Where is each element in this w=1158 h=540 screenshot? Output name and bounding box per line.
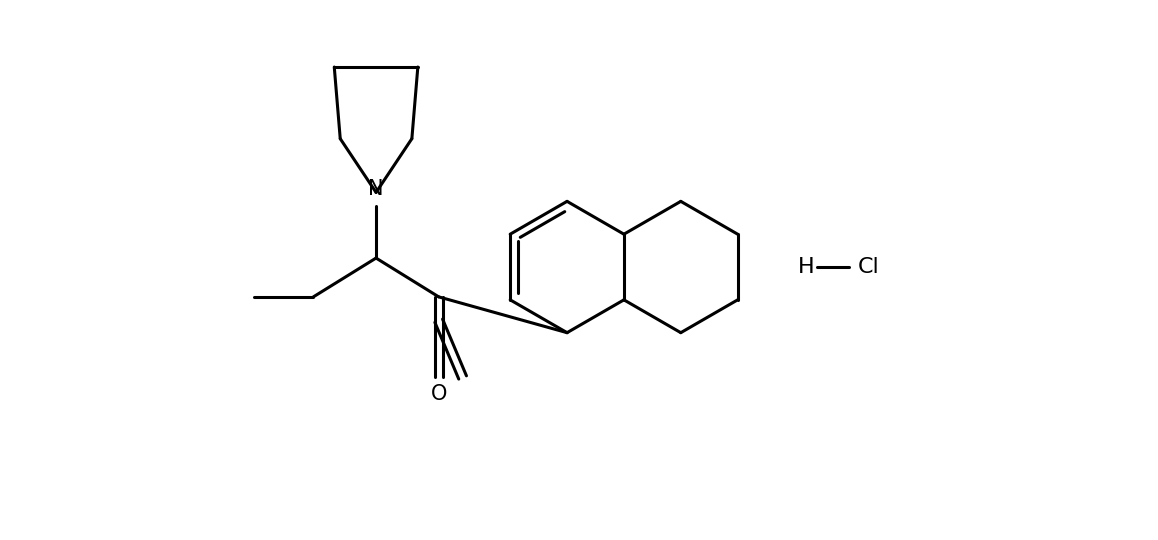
- Text: N: N: [368, 179, 383, 199]
- Text: Cl: Cl: [858, 257, 879, 277]
- Text: O: O: [431, 384, 447, 404]
- Text: H: H: [798, 257, 814, 277]
